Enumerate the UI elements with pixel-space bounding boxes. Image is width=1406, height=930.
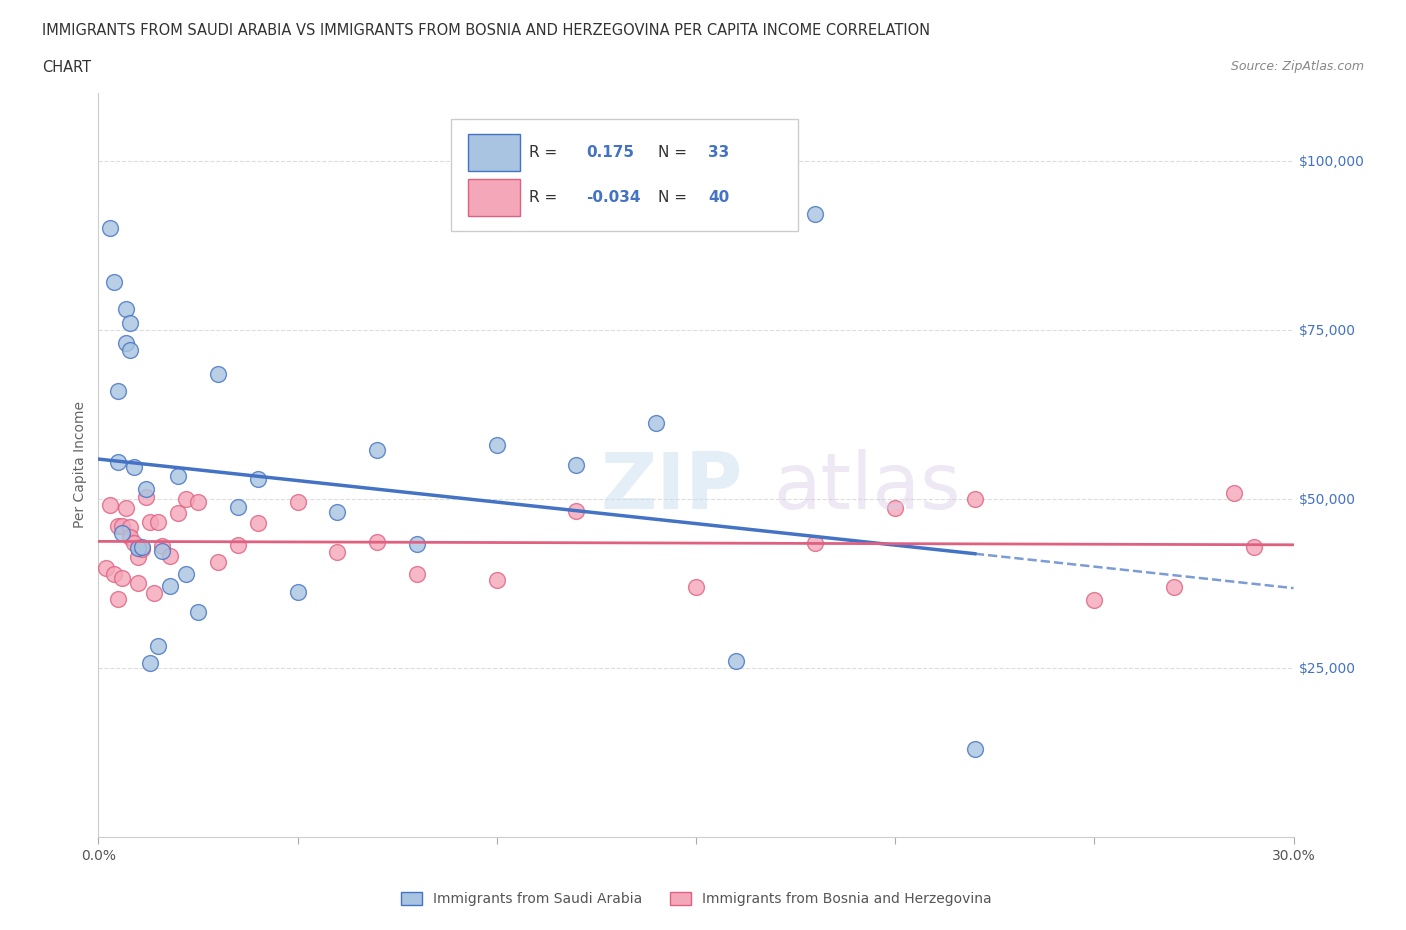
Point (287, 584, 309, 599)
Point (120, 342, 142, 357)
Point (111, 570, 134, 585)
Point (1222, 486, 1246, 501)
Point (111, 525, 134, 540)
Point (107, 455, 129, 470)
Point (124, 460, 146, 475)
Point (1243, 539, 1265, 554)
Point (685, 579, 707, 594)
Point (246, 472, 269, 486)
Text: R =: R = (529, 145, 562, 160)
Point (406, 537, 429, 551)
Point (226, 538, 249, 552)
Point (115, 336, 138, 351)
Point (485, 573, 508, 588)
Point (150, 539, 173, 554)
Point (884, 500, 907, 515)
Point (148, 515, 170, 530)
Point (645, 415, 668, 430)
Point (124, 536, 146, 551)
Point (96, 561, 118, 576)
Text: N =: N = (658, 145, 692, 160)
Point (174, 566, 197, 581)
Point (804, 536, 827, 551)
Point (565, 503, 588, 518)
Point (406, 566, 429, 581)
Text: ZIP: ZIP (600, 449, 742, 525)
Point (485, 437, 508, 452)
Point (187, 604, 209, 619)
Point (139, 514, 162, 529)
Point (1083, 592, 1105, 607)
Point (135, 482, 157, 497)
FancyBboxPatch shape (451, 119, 797, 231)
Point (226, 500, 249, 515)
Text: 0.175: 0.175 (586, 145, 634, 160)
Legend: Immigrants from Saudi Arabia, Immigrants from Bosnia and Herzegovina: Immigrants from Saudi Arabia, Immigrants… (395, 887, 997, 912)
Point (207, 367, 229, 382)
Point (115, 302, 138, 317)
Point (565, 458, 588, 472)
Point (187, 495, 209, 510)
Point (100, 220, 122, 235)
Point (326, 504, 349, 519)
FancyBboxPatch shape (468, 134, 520, 171)
Text: IMMIGRANTS FROM SAUDI ARABIA VS IMMIGRANTS FROM BOSNIA AND HERZEGOVINA PER CAPIT: IMMIGRANTS FROM SAUDI ARABIA VS IMMIGRAN… (42, 23, 931, 38)
Point (107, 591, 129, 606)
Point (148, 639, 170, 654)
Point (207, 555, 229, 570)
Text: N =: N = (658, 190, 692, 205)
Point (150, 543, 173, 558)
Point (127, 550, 149, 565)
Point (107, 384, 129, 399)
Point (1163, 579, 1185, 594)
Text: 33: 33 (709, 145, 730, 160)
Text: -0.034: -0.034 (586, 190, 641, 205)
Point (127, 576, 149, 591)
Point (131, 540, 153, 555)
Point (724, 654, 747, 669)
Point (143, 586, 166, 601)
Point (135, 490, 157, 505)
Text: Source: ZipAtlas.com: Source: ZipAtlas.com (1230, 60, 1364, 73)
Point (103, 566, 125, 581)
Point (159, 549, 181, 564)
Point (139, 656, 162, 671)
Point (167, 469, 190, 484)
Text: atlas: atlas (773, 449, 962, 525)
Point (963, 741, 986, 756)
Y-axis label: Per Capita Income: Per Capita Income (73, 402, 87, 528)
Point (131, 541, 153, 556)
Point (326, 544, 349, 559)
Point (159, 578, 181, 593)
FancyBboxPatch shape (468, 179, 520, 216)
Point (107, 518, 129, 533)
Text: CHART: CHART (42, 60, 91, 75)
Point (100, 498, 122, 512)
Point (103, 275, 125, 290)
Point (287, 495, 309, 510)
Text: 40: 40 (709, 190, 730, 205)
Point (246, 516, 269, 531)
Point (963, 491, 986, 506)
Point (804, 206, 827, 221)
Point (111, 519, 134, 534)
Point (115, 500, 138, 515)
Text: R =: R = (529, 190, 562, 205)
Point (120, 520, 142, 535)
Point (167, 505, 190, 520)
Point (366, 535, 388, 550)
Point (120, 315, 142, 330)
Point (174, 491, 197, 506)
Point (366, 443, 388, 458)
Point (127, 540, 149, 555)
Point (120, 529, 142, 544)
